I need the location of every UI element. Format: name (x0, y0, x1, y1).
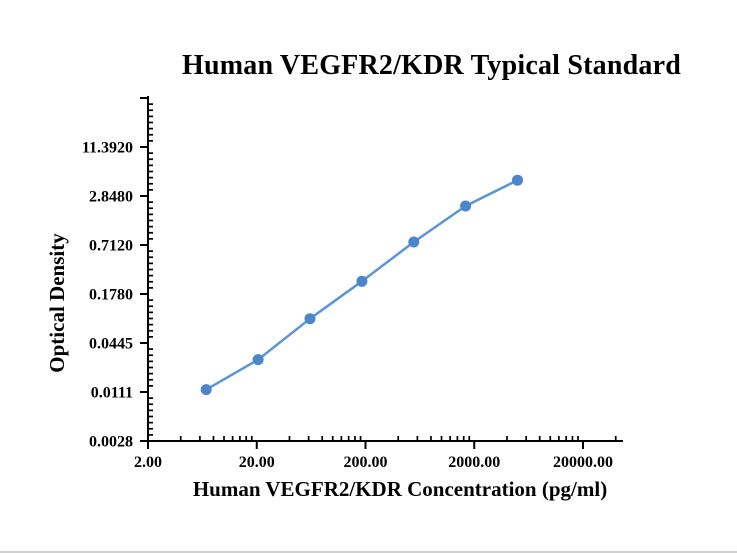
data-point (356, 275, 368, 287)
data-point (252, 354, 264, 366)
data-point (408, 236, 420, 248)
y-tick-label: 0.0111 (91, 385, 133, 402)
x-axis-ticks: 2.00 20.00 200.00 2000.00 20000.00 (134, 441, 613, 471)
window-bottom-border (0, 551, 737, 553)
x-tick-label: 2000.00 (448, 454, 500, 471)
data-series (200, 174, 523, 396)
x-tick-label: 200.00 (344, 454, 388, 471)
y-tick-label: 0.7120 (89, 238, 133, 255)
y-axis-ticks: 0.0028 0.0111 0.0445 0.1780 0.7120 2.8480 11.3… (82, 97, 148, 451)
data-point (304, 313, 316, 325)
x-tick-label: 20000.00 (553, 454, 613, 471)
chart-title: Human VEGFR2/KDR Typical Standard (181, 50, 682, 81)
y-tick-label: 0.1780 (89, 287, 133, 304)
x-tick-label: 2.00 (134, 454, 162, 471)
y-minor-ticks (148, 103, 153, 436)
data-point (460, 200, 472, 212)
x-axis-title: Human VEGFR2/KDR Concentration (pg/ml) (192, 477, 608, 501)
data-point (200, 384, 212, 396)
x-tick-label: 20.00 (239, 454, 275, 471)
y-tick-label: 0.0028 (89, 434, 133, 451)
data-point (512, 174, 523, 186)
x-minor-ticks (179, 436, 617, 441)
y-axis-title: Optical Density (45, 233, 69, 373)
axes (147, 96, 623, 442)
y-tick-label: 11.3920 (82, 140, 133, 157)
y-tick-label: 2.8480 (89, 189, 133, 206)
y-tick-label: 0.0445 (89, 336, 133, 353)
